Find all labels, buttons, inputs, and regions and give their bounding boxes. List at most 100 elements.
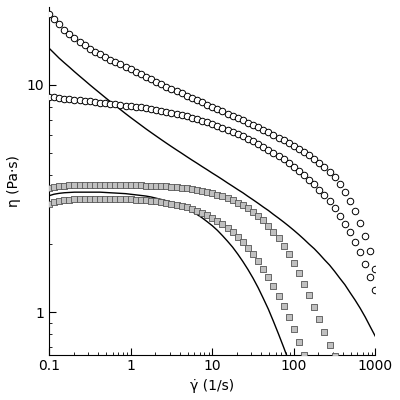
Point (367, 274, 374, 280)
Point (245, 244, 251, 251)
Point (224, 110, 231, 117)
Point (148, 76, 154, 83)
Point (82, 42, 88, 49)
Point (336, 364, 343, 371)
Point (173, 184, 180, 190)
Point (199, 118, 205, 124)
Point (352, 239, 358, 246)
Point (61, 26, 68, 33)
Point (194, 208, 200, 214)
Point (240, 238, 246, 245)
Point (143, 105, 149, 111)
Point (66, 96, 73, 102)
Point (306, 176, 312, 183)
Point (112, 196, 118, 202)
Point (184, 185, 190, 192)
Point (76, 182, 83, 188)
Point (51, 184, 57, 190)
Point (158, 199, 164, 205)
Point (143, 74, 149, 80)
Point (46, 200, 52, 207)
Point (128, 182, 134, 188)
Point (301, 172, 307, 178)
Point (234, 131, 241, 137)
Point (230, 113, 236, 119)
Point (357, 220, 363, 226)
Point (122, 102, 129, 109)
Point (112, 182, 118, 188)
Point (367, 248, 374, 254)
Point (255, 124, 261, 131)
Point (117, 102, 124, 108)
Point (76, 196, 83, 202)
Point (132, 182, 139, 188)
Point (153, 183, 159, 189)
Point (250, 122, 256, 128)
Point (260, 144, 266, 150)
Point (102, 196, 108, 202)
Point (122, 64, 129, 70)
Point (107, 56, 113, 63)
Y-axis label: η (Pa·s): η (Pa·s) (7, 155, 21, 207)
Point (178, 90, 185, 96)
Point (321, 164, 328, 170)
Point (92, 196, 98, 202)
Point (291, 164, 297, 170)
Point (280, 156, 287, 162)
Point (280, 303, 287, 310)
Point (270, 150, 277, 156)
Point (336, 181, 343, 187)
Point (240, 202, 246, 208)
Point (342, 189, 348, 195)
Point (316, 160, 322, 166)
Point (86, 46, 93, 52)
Point (168, 184, 175, 190)
Point (275, 292, 282, 299)
Point (214, 123, 220, 129)
Point (352, 388, 358, 394)
Point (138, 104, 144, 111)
Point (311, 377, 318, 384)
Point (189, 95, 195, 101)
Point (296, 168, 302, 174)
Point (51, 94, 57, 101)
Point (184, 204, 190, 210)
Point (107, 182, 113, 188)
Point (153, 79, 159, 85)
Point (265, 222, 272, 229)
Point (71, 182, 78, 188)
Point (296, 339, 302, 345)
Point (347, 381, 353, 388)
Point (46, 185, 52, 192)
Point (311, 181, 318, 188)
Point (280, 137, 287, 144)
Point (306, 292, 312, 298)
Point (250, 138, 256, 144)
Point (66, 196, 73, 203)
Point (163, 83, 170, 90)
Point (336, 212, 343, 219)
Point (199, 99, 205, 106)
Point (209, 190, 216, 196)
Point (173, 88, 180, 94)
Point (255, 141, 261, 147)
Point (265, 146, 272, 153)
Point (342, 220, 348, 227)
Point (76, 39, 83, 45)
Point (301, 149, 307, 156)
Point (270, 228, 277, 235)
Point (143, 182, 149, 189)
Point (347, 229, 353, 236)
Point (178, 185, 185, 191)
Point (240, 117, 246, 124)
Point (316, 316, 322, 322)
Point (204, 189, 210, 195)
Point (311, 156, 318, 162)
Point (275, 153, 282, 159)
Point (148, 182, 154, 189)
Point (107, 196, 113, 202)
Point (61, 182, 68, 189)
Point (128, 196, 134, 203)
Point (97, 182, 103, 188)
Point (270, 132, 277, 138)
